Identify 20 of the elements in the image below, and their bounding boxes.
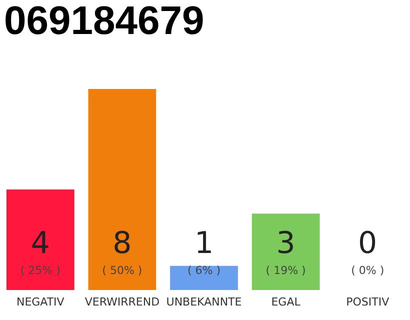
- data-label: ( 25% ): [20, 264, 60, 277]
- annotation: 0: [358, 226, 378, 261]
- x-tick-label: EGAL: [271, 296, 302, 308]
- bar: [6, 190, 74, 290]
- data-label: ( 19% ): [266, 264, 306, 277]
- chart-title: 069184679: [4, 0, 204, 43]
- annotation: 4: [30, 226, 50, 261]
- bar: [252, 214, 320, 290]
- data-label: ( 50% ): [102, 264, 142, 277]
- bar: [88, 89, 156, 290]
- annotation: 3: [276, 226, 296, 261]
- x-tick-label: POSITIV: [346, 296, 390, 308]
- x-tick-label: NEGATIV: [16, 296, 65, 308]
- x-tick-label: UNBEKANNTE: [166, 296, 242, 308]
- bar: [170, 266, 238, 290]
- data-label: ( 6% ): [187, 264, 221, 277]
- data-label: ( 0% ): [351, 264, 384, 277]
- annotation: 8: [112, 226, 132, 261]
- x-tick-label: VERWIRREND: [84, 296, 160, 308]
- annotation: 1: [194, 226, 214, 261]
